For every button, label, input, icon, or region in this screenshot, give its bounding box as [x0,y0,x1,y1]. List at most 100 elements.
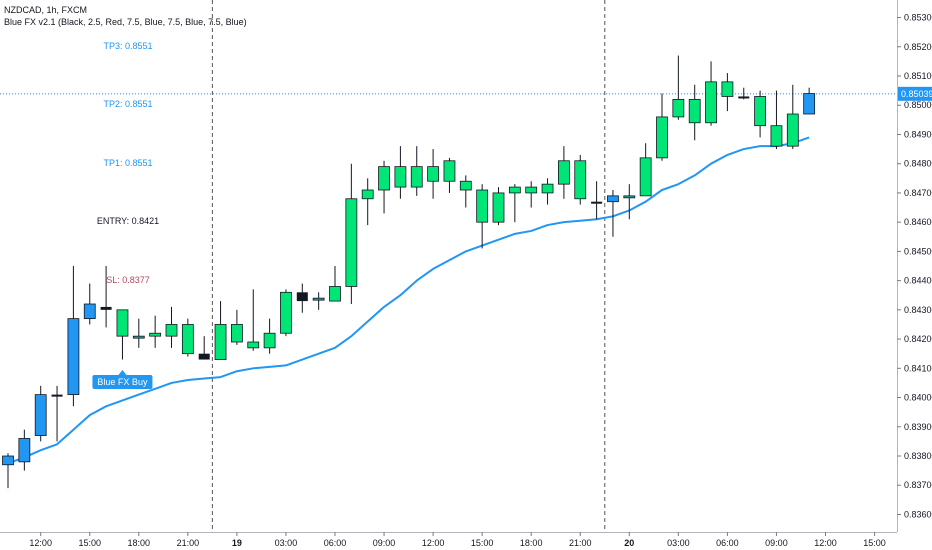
buy-signal-badge [92,375,153,389]
time-tick-label: 18:00 [520,538,543,548]
candle-body [492,192,505,223]
candle-body [378,166,390,191]
time-tick-label: 12:00 [814,538,837,548]
candle-body [558,160,570,185]
candle-body [591,201,603,204]
candle-body [181,324,194,355]
level-label: SL: 0.8377 [106,274,150,285]
buy-signal-label: Blue FX Buy [97,377,148,387]
current-price-label: 0.85039 [901,89,932,99]
candle-body [18,438,31,463]
candle-body [2,455,14,466]
candle-body [525,186,538,194]
candle-body [656,116,668,159]
price-tick-label: 0.83600 [904,509,932,519]
candle-body [803,93,816,115]
time-tick-label: 15:00 [471,538,494,548]
candle-body [574,160,587,200]
candle-body [165,324,178,337]
indicator-title: Blue FX v2.1 (Black, 2.5, Red, 7.5, Blue… [4,17,247,27]
time-tick-label: 21:00 [177,538,200,548]
candle-body [100,306,112,310]
time-tick-label: 21:00 [569,538,592,548]
candle-body [247,341,260,349]
candle-body [132,335,145,339]
candle-body [67,318,80,396]
level-label: TP3: 0.8551 [103,40,153,51]
candle-body [214,324,227,360]
candle-body [394,166,407,188]
candle-body [198,353,210,360]
time-tick-label: 12:00 [29,538,52,548]
moving-average-line [7,136,810,465]
time-tick-label: 19 [232,538,242,548]
time-tick-label: 15:00 [78,538,101,548]
candle-body [296,292,308,302]
time-tick-label: 03:00 [275,538,298,548]
candle-body [705,81,717,124]
candle-body [476,189,489,223]
buy-signal-pointer [118,370,127,375]
candle-body [329,286,341,302]
candle-body [345,198,358,287]
candle-body [410,166,423,188]
candle-body [607,195,619,203]
time-tick-label: 18:00 [128,538,151,548]
candle-body [459,180,472,191]
level-label: TP1: 0.8551 [103,157,153,168]
time-tick-label: 09:00 [373,538,396,548]
candle-body [83,303,96,320]
current-price-badge [898,86,932,101]
time-tick-label: 20 [624,538,634,548]
candle-body [639,157,652,197]
candle-body [263,332,276,349]
candle-body [443,160,456,182]
candle-body [361,189,374,200]
candle-body [149,332,162,337]
symbol-title: NZDCAD, 1h, FXCM [4,5,88,15]
level-label: ENTRY: 0.8421 [96,216,160,227]
time-tick-label: 06:00 [324,538,347,548]
candle-body [721,81,734,97]
time-tick-label: 15:00 [863,538,886,548]
candle-body [672,98,685,118]
candle-body [508,186,521,194]
candle-body [786,113,799,147]
level-label: TP2: 0.8551 [103,99,153,110]
candle-body [51,394,63,397]
candle-body [116,309,129,337]
candle-body [770,125,783,147]
time-tick-label: 03:00 [667,538,690,548]
candle-body [754,96,766,127]
candle-body [541,183,554,194]
candle-body [230,324,243,343]
candle-body [280,291,292,334]
time-tick-label: 09:00 [765,538,788,548]
time-tick-label: 12:00 [422,538,445,548]
candle-body [688,98,701,124]
candle-body [312,297,325,301]
candle-body [34,394,47,436]
candle-body [427,166,440,182]
time-tick-label: 06:00 [716,538,739,548]
candle-body [623,195,636,199]
candle-body [738,96,750,99]
